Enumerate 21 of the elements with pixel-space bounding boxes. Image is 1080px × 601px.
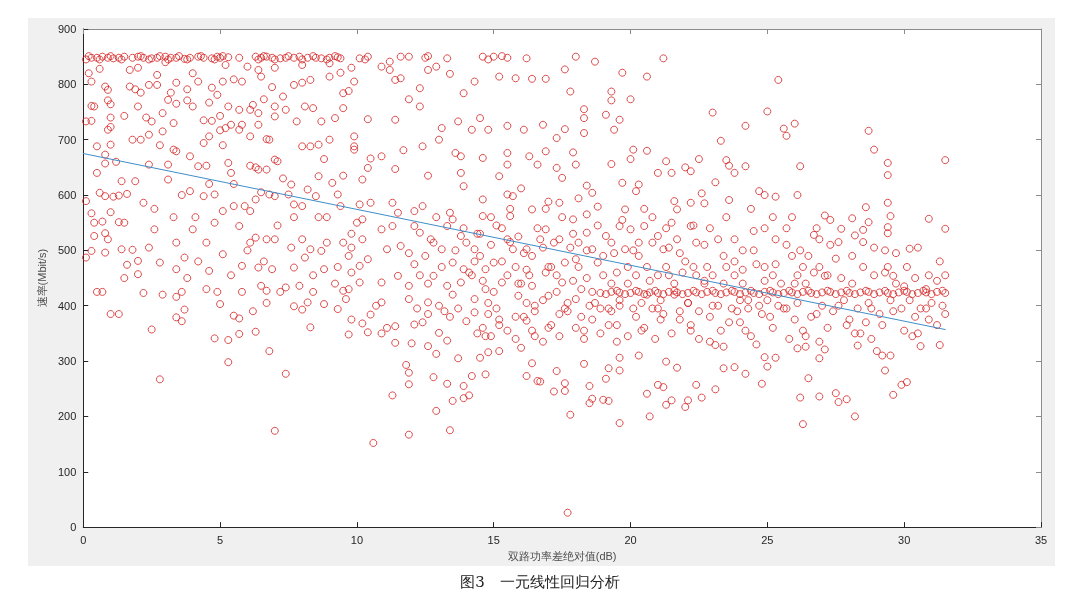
x-tick-label: 35: [1034, 533, 1048, 546]
x-tick-label: 0: [80, 533, 87, 546]
y-tick-label: 300: [57, 355, 77, 368]
y-tick-label: 100: [57, 465, 77, 478]
x-axis-title: 双路功率差绝对值(dB): [507, 549, 617, 562]
y-tick-label: 0: [70, 521, 77, 534]
x-tick-label: 30: [898, 533, 911, 546]
x-tick-label: 20: [624, 533, 637, 546]
x-tick-label: 25: [761, 533, 774, 546]
y-tick-label: 600: [57, 189, 77, 202]
y-tick-label: 700: [57, 133, 77, 146]
caption: 图3 一元线性回归分析: [459, 572, 621, 592]
y-tick-label: 400: [57, 299, 77, 312]
y-tick-label: 800: [57, 78, 77, 91]
y-tick-label: 900: [57, 23, 77, 35]
x-tick-label: 15: [487, 533, 500, 546]
y-tick-label: 500: [57, 244, 77, 257]
x-tick-label: 10: [350, 533, 364, 546]
y-axis-title: 速率(Mbit/s): [35, 248, 48, 308]
x-tick-label: 5: [217, 533, 224, 546]
y-tick-label: 200: [57, 410, 77, 423]
